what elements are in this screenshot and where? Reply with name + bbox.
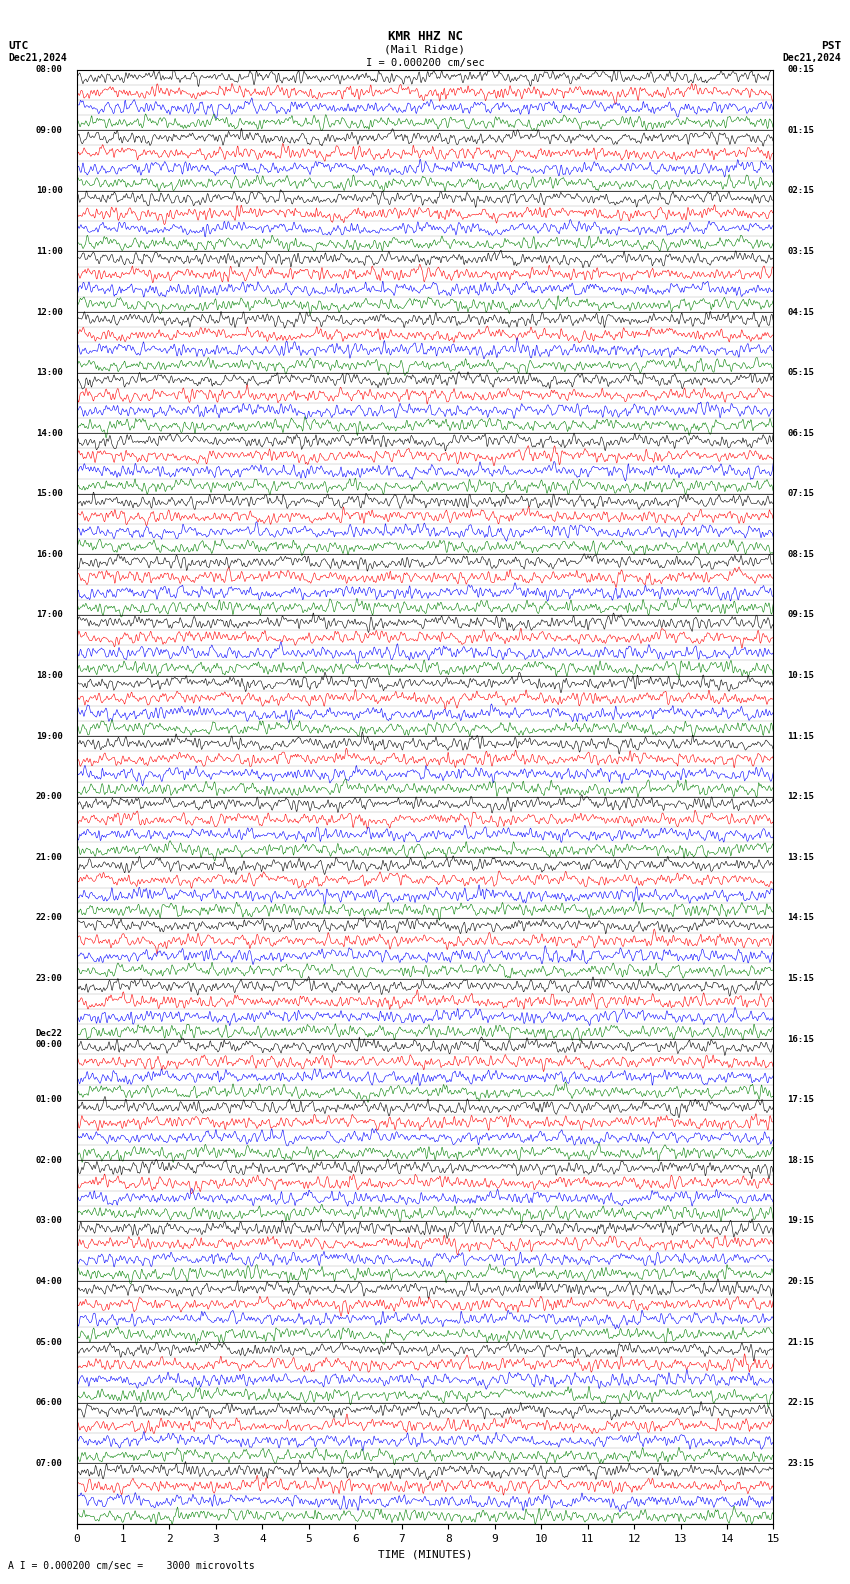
Text: 22:00: 22:00	[36, 914, 63, 922]
Text: 09:15: 09:15	[787, 610, 814, 619]
Text: 18:00: 18:00	[36, 672, 63, 680]
Text: 09:00: 09:00	[36, 125, 63, 135]
Text: 20:15: 20:15	[787, 1277, 814, 1286]
Text: 10:15: 10:15	[787, 672, 814, 680]
Text: 06:00: 06:00	[36, 1399, 63, 1407]
Text: 16:15: 16:15	[787, 1034, 814, 1044]
Text: Dec21,2024: Dec21,2024	[8, 54, 67, 63]
Text: 12:00: 12:00	[36, 307, 63, 317]
Text: (Mail Ridge): (Mail Ridge)	[384, 46, 466, 55]
Text: 15:15: 15:15	[787, 974, 814, 984]
Text: 14:15: 14:15	[787, 914, 814, 922]
Text: 18:15: 18:15	[787, 1156, 814, 1164]
Text: 04:00: 04:00	[36, 1277, 63, 1286]
Text: 04:15: 04:15	[787, 307, 814, 317]
X-axis label: TIME (MINUTES): TIME (MINUTES)	[377, 1549, 473, 1559]
Text: 19:00: 19:00	[36, 732, 63, 741]
Text: 08:15: 08:15	[787, 550, 814, 559]
Text: 13:15: 13:15	[787, 852, 814, 862]
Text: 13:00: 13:00	[36, 367, 63, 377]
Text: 11:00: 11:00	[36, 247, 63, 257]
Text: 02:15: 02:15	[787, 187, 814, 195]
Text: 05:15: 05:15	[787, 367, 814, 377]
Text: 15:00: 15:00	[36, 489, 63, 499]
Text: 00:15: 00:15	[787, 65, 814, 74]
Text: 07:00: 07:00	[36, 1459, 63, 1468]
Text: A I = 0.000200 cm/sec =    3000 microvolts: A I = 0.000200 cm/sec = 3000 microvolts	[8, 1562, 255, 1571]
Text: 12:15: 12:15	[787, 792, 814, 802]
Text: 16:00: 16:00	[36, 550, 63, 559]
Text: 03:15: 03:15	[787, 247, 814, 257]
Text: 21:15: 21:15	[787, 1337, 814, 1346]
Text: 17:15: 17:15	[787, 1095, 814, 1104]
Text: KMR HHZ NC: KMR HHZ NC	[388, 30, 462, 43]
Text: 17:00: 17:00	[36, 610, 63, 619]
Text: 06:15: 06:15	[787, 429, 814, 437]
Text: 22:15: 22:15	[787, 1399, 814, 1407]
Text: 19:15: 19:15	[787, 1217, 814, 1226]
Text: I = 0.000200 cm/sec: I = 0.000200 cm/sec	[366, 59, 484, 68]
Text: 23:15: 23:15	[787, 1459, 814, 1468]
Text: 01:00: 01:00	[36, 1095, 63, 1104]
Text: PST: PST	[821, 41, 842, 51]
Text: UTC: UTC	[8, 41, 29, 51]
Text: 02:00: 02:00	[36, 1156, 63, 1164]
Text: 20:00: 20:00	[36, 792, 63, 802]
Text: 21:00: 21:00	[36, 852, 63, 862]
Text: 05:00: 05:00	[36, 1337, 63, 1346]
Text: Dec21,2024: Dec21,2024	[783, 54, 842, 63]
Text: 08:00: 08:00	[36, 65, 63, 74]
Text: 14:00: 14:00	[36, 429, 63, 437]
Text: 01:15: 01:15	[787, 125, 814, 135]
Text: Dec22
00:00: Dec22 00:00	[36, 1030, 63, 1049]
Text: 10:00: 10:00	[36, 187, 63, 195]
Text: 03:00: 03:00	[36, 1217, 63, 1226]
Text: 07:15: 07:15	[787, 489, 814, 499]
Text: 23:00: 23:00	[36, 974, 63, 984]
Text: 11:15: 11:15	[787, 732, 814, 741]
